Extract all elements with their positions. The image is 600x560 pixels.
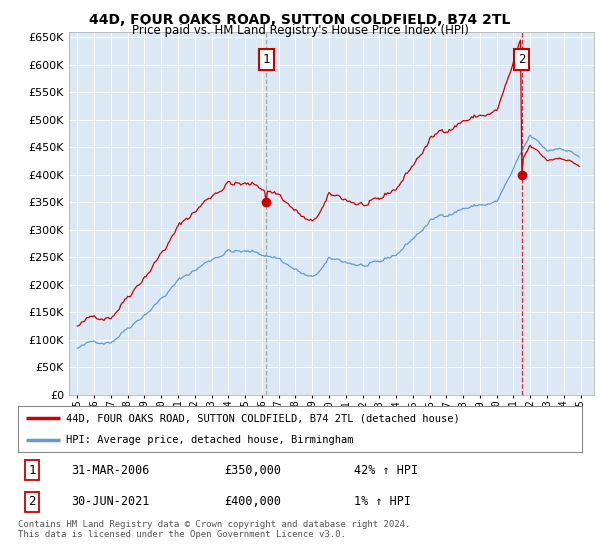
Text: Price paid vs. HM Land Registry's House Price Index (HPI): Price paid vs. HM Land Registry's House … (131, 24, 469, 37)
Text: 2: 2 (518, 53, 526, 66)
Text: HPI: Average price, detached house, Birmingham: HPI: Average price, detached house, Birm… (66, 435, 353, 445)
Text: 30-JUN-2021: 30-JUN-2021 (71, 495, 150, 508)
Text: 1: 1 (262, 53, 270, 66)
Text: 1: 1 (28, 464, 36, 477)
Text: £400,000: £400,000 (224, 495, 281, 508)
Text: 44D, FOUR OAKS ROAD, SUTTON COLDFIELD, B74 2TL: 44D, FOUR OAKS ROAD, SUTTON COLDFIELD, B… (89, 13, 511, 27)
Text: 2: 2 (28, 495, 36, 508)
Text: 31-MAR-2006: 31-MAR-2006 (71, 464, 150, 477)
Text: £350,000: £350,000 (224, 464, 281, 477)
Text: 1% ↑ HPI: 1% ↑ HPI (353, 495, 410, 508)
Text: 42% ↑ HPI: 42% ↑ HPI (353, 464, 418, 477)
Text: 44D, FOUR OAKS ROAD, SUTTON COLDFIELD, B74 2TL (detached house): 44D, FOUR OAKS ROAD, SUTTON COLDFIELD, B… (66, 413, 460, 423)
Text: Contains HM Land Registry data © Crown copyright and database right 2024.
This d: Contains HM Land Registry data © Crown c… (18, 520, 410, 539)
